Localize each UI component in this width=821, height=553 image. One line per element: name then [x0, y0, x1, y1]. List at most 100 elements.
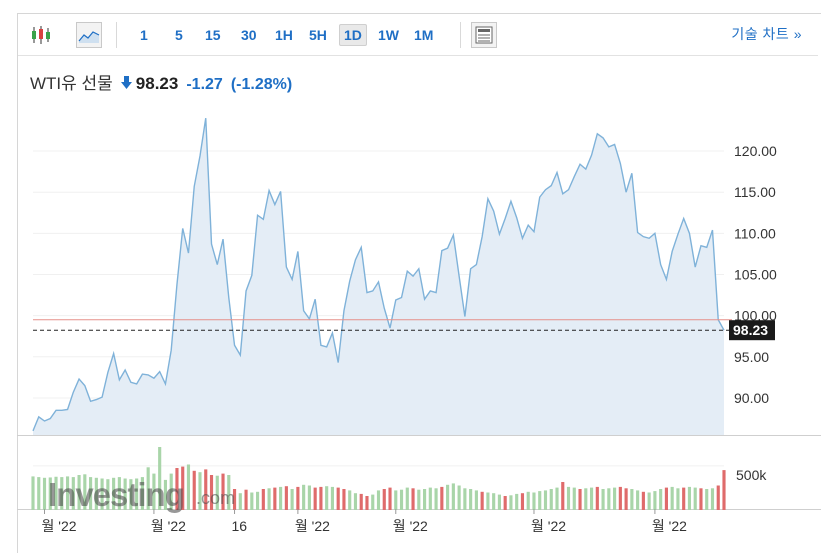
- volume-bar: [446, 484, 450, 510]
- period-1m[interactable]: 1M: [414, 27, 434, 43]
- volume-bar: [330, 486, 334, 510]
- volume-bar: [371, 494, 375, 510]
- volume-bar: [77, 475, 81, 510]
- volume-bar: [515, 493, 519, 510]
- volume-bar: [336, 487, 340, 510]
- price-line[interactable]: [32, 118, 725, 432]
- price-area: [33, 118, 724, 436]
- quote-header: WTI유 선물 98.23 -1.27 (-1.28%): [30, 69, 292, 93]
- volume-bar: [221, 473, 225, 510]
- volume-bar: [158, 447, 162, 510]
- volume-bar: [348, 490, 352, 510]
- x-tick-label: 월 '22: [652, 518, 687, 534]
- period-5[interactable]: 5: [175, 27, 183, 43]
- volume-bar: [163, 479, 168, 510]
- x-tick-label: 월 '22: [42, 518, 77, 534]
- volume-bar: [699, 488, 703, 510]
- volume-bar: [112, 477, 116, 510]
- volume-bar: [37, 477, 41, 510]
- volume-bar: [624, 488, 628, 510]
- volume-bar: [607, 488, 611, 510]
- y-tick-label: 120.00: [734, 143, 777, 159]
- volume-bar: [555, 487, 559, 510]
- volume-bar: [296, 486, 300, 510]
- volume-bar: [509, 495, 513, 510]
- toolbar-divider: [116, 22, 117, 48]
- volume-bar: [123, 478, 127, 510]
- volume-bar: [244, 489, 248, 510]
- candlestick-icon[interactable]: [28, 22, 54, 48]
- volume-bar: [192, 470, 196, 510]
- down-arrow-icon: [120, 76, 132, 92]
- volume-bar: [209, 475, 214, 510]
- last-price-badge-label: 98.23: [733, 322, 768, 338]
- x-tick-label: 월 '22: [295, 518, 330, 534]
- technical-chart-link[interactable]: 기술 차트 »: [731, 26, 802, 42]
- volume-bar: [267, 488, 271, 510]
- volume-bar: [647, 492, 651, 510]
- period-5h[interactable]: 5H: [309, 27, 327, 43]
- volume-tick-label: 500k: [736, 467, 767, 483]
- volume-bar: [359, 493, 363, 510]
- volume-bar: [261, 489, 265, 510]
- period-15[interactable]: 15: [205, 27, 221, 43]
- volume-bar: [129, 479, 133, 510]
- volume-bar: [716, 485, 720, 510]
- volume-bar: [198, 472, 202, 510]
- volume-bar: [89, 477, 93, 510]
- volume-bar: [146, 467, 150, 510]
- volume-bar: [152, 473, 156, 510]
- x-tick-label: 월 '22: [393, 518, 428, 534]
- period-30[interactable]: 30: [241, 27, 257, 43]
- volume-bar: [641, 491, 645, 510]
- period-1w[interactable]: 1W: [378, 27, 399, 43]
- volume-bar: [302, 484, 306, 510]
- y-tick-label: 90.00: [734, 390, 769, 406]
- volume-bar: [434, 488, 438, 510]
- volume-bar: [589, 487, 594, 510]
- volume-bar: [181, 466, 185, 510]
- period-1[interactable]: 1: [140, 27, 148, 43]
- period-1h[interactable]: 1H: [275, 27, 293, 43]
- volume-bar: [578, 489, 582, 510]
- volume-bar: [543, 490, 548, 510]
- volume-bar: [365, 496, 369, 510]
- volume-bar: [532, 492, 536, 510]
- volume-bar: [54, 476, 58, 510]
- volume-bar: [486, 492, 490, 510]
- instrument-name: WTI유 선물: [30, 74, 113, 93]
- volume-bar: [492, 493, 496, 510]
- volume-bar: [227, 475, 231, 510]
- volume-bar: [342, 489, 346, 510]
- volume-bar: [353, 493, 358, 510]
- period-1d[interactable]: 1D: [339, 24, 367, 46]
- volume-bar: [313, 487, 317, 510]
- volume-bar: [290, 489, 294, 510]
- volume-bar: [279, 486, 283, 510]
- volume-bar: [497, 494, 501, 510]
- volume-bar: [687, 486, 692, 510]
- volume-bar: [693, 487, 697, 510]
- volume-bar: [428, 487, 432, 510]
- volume-bar: [423, 489, 427, 510]
- x-tick-label: 월 '22: [531, 518, 566, 534]
- volume-bar: [457, 485, 461, 510]
- y-tick-label: 115.00: [734, 184, 776, 200]
- volume-bar: [705, 489, 709, 510]
- volume-bar: [256, 491, 260, 510]
- volume-bar: [42, 477, 47, 510]
- volume-bar: [204, 469, 208, 510]
- y-tick-label: 105.00: [734, 267, 777, 283]
- volume-bar: [71, 477, 75, 510]
- volume-bar: [722, 470, 726, 510]
- table-view-icon[interactable]: [471, 22, 497, 48]
- volume-bar: [140, 477, 144, 510]
- volume-bar: [595, 486, 599, 510]
- volume-bar: [636, 490, 640, 510]
- chart-widget: [17, 13, 821, 553]
- x-tick-label: 16: [232, 518, 248, 534]
- volume-bar: [405, 487, 409, 510]
- area-chart-icon[interactable]: [76, 22, 102, 48]
- volume-bar: [474, 490, 478, 510]
